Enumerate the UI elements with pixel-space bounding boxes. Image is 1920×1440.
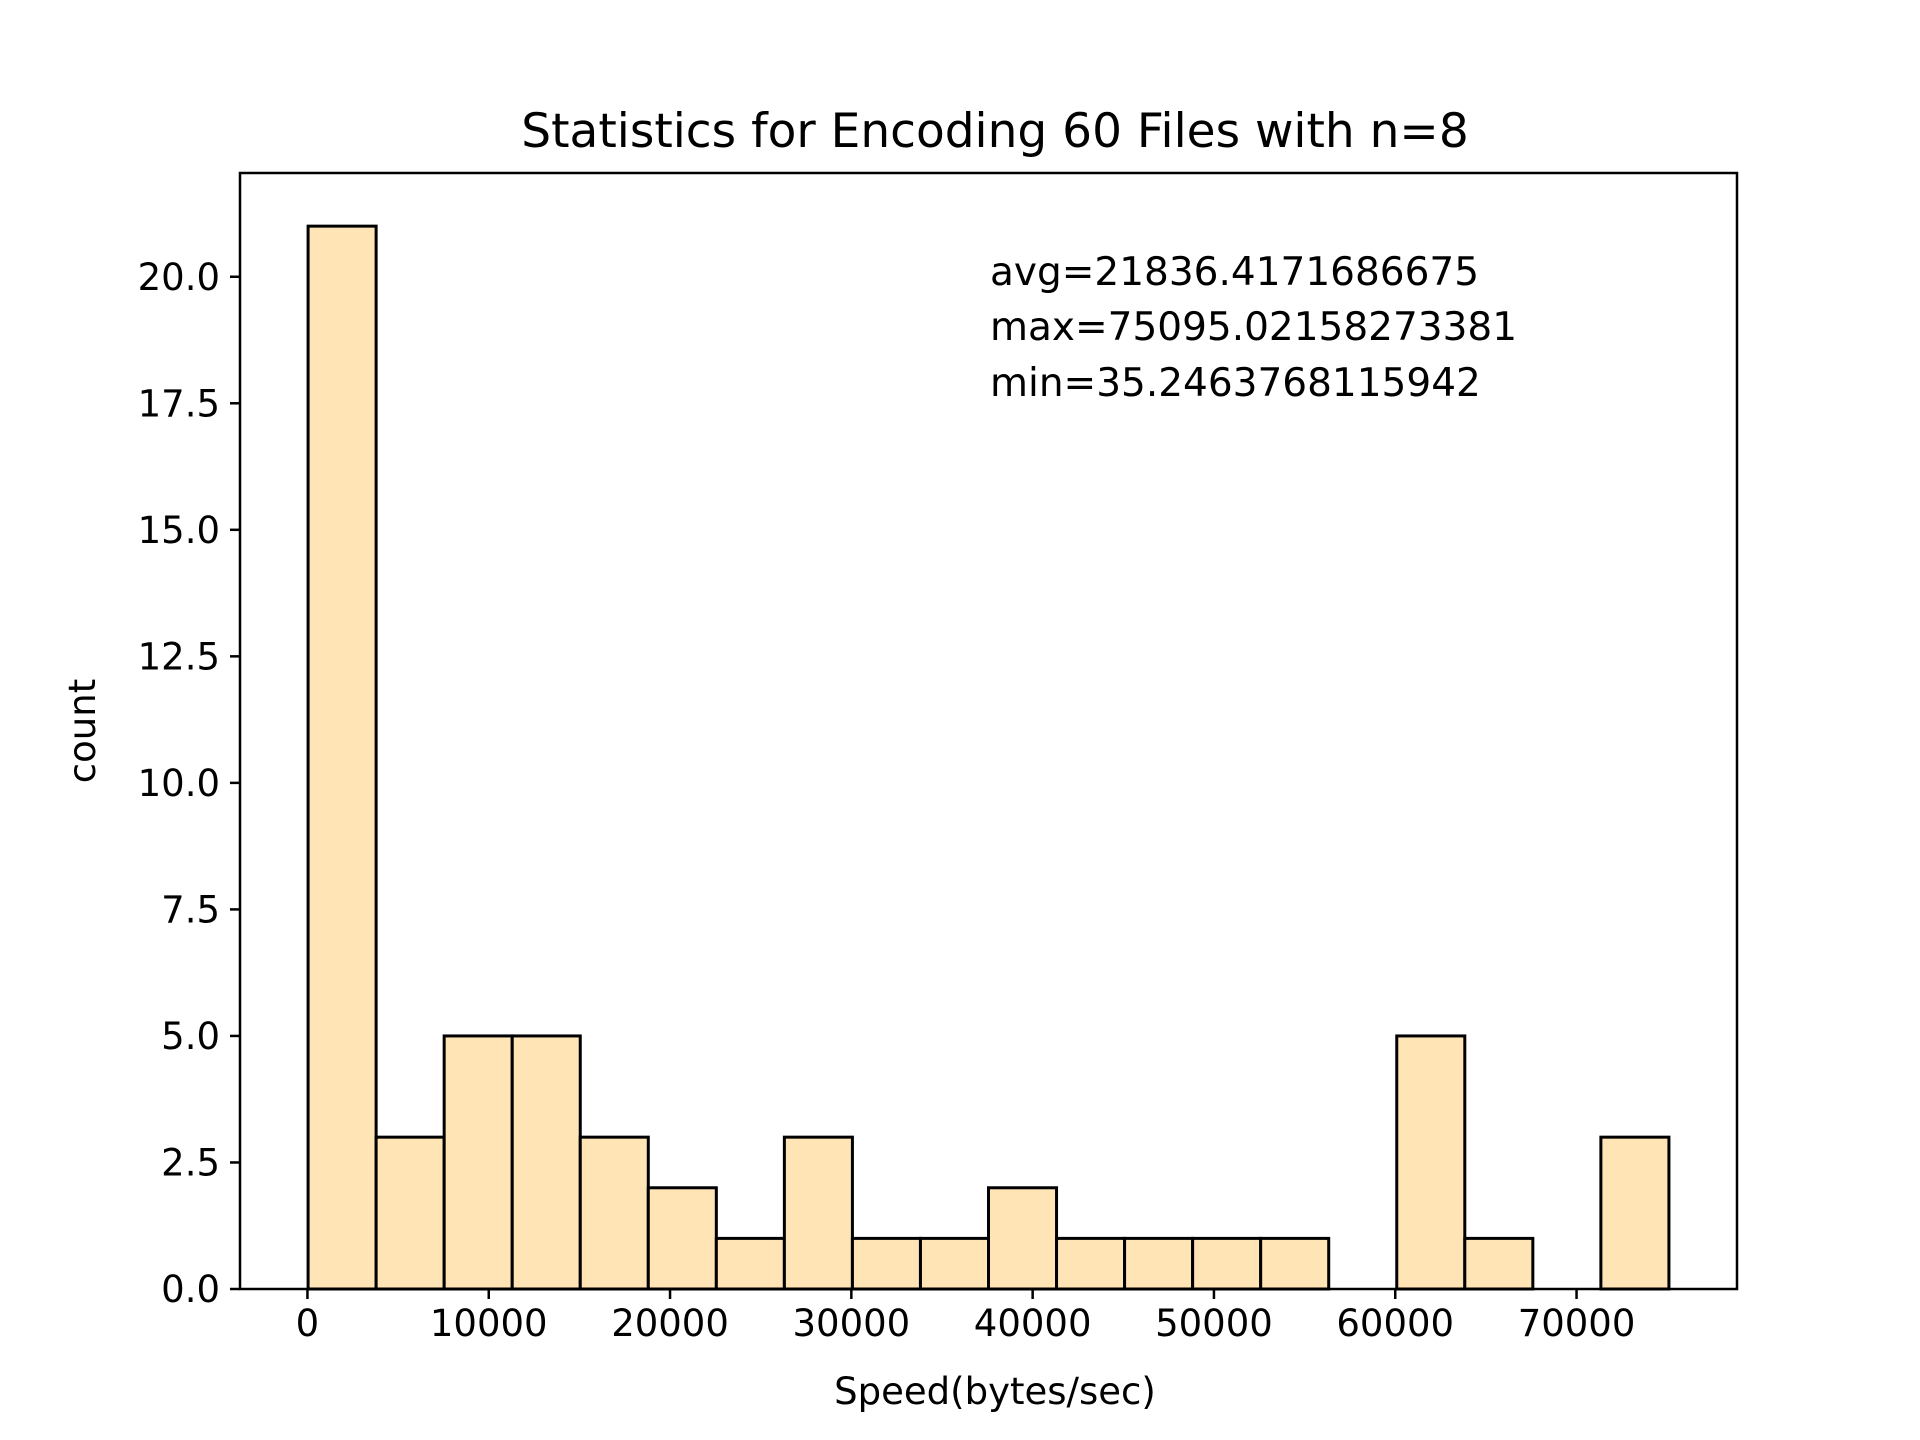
x-tick-label: 30000 [792,1302,910,1345]
stats-annotations: avg=21836.4171686675 max=75095.021582733… [990,250,1517,406]
histogram-bar [987,1186,1059,1291]
histogram-bar [918,1236,991,1291]
histogram-bar [1395,1034,1467,1291]
histogram-bar [374,1135,446,1291]
annotation-avg: avg=21836.4171686675 [990,250,1479,295]
histogram-bar [850,1236,922,1291]
histogram-bar [306,224,378,1291]
annotation-max: max=75095.02158273381 [990,305,1517,350]
histogram-bar [1123,1236,1195,1291]
x-tick-label: 0 [296,1302,320,1345]
histogram-bar [782,1135,854,1291]
histogram-bar [714,1236,786,1291]
histogram-bar [1463,1236,1535,1291]
histogram-bar [646,1186,718,1291]
x-tick-label: 50000 [1155,1302,1273,1345]
histogram-bar [1055,1236,1127,1291]
histogram-bar [1599,1135,1671,1291]
histogram-bar [1259,1236,1331,1291]
x-tick-label: 70000 [1518,1302,1636,1345]
x-tick-label: 60000 [1336,1302,1454,1345]
y-tick-label: 0.0 [161,1268,220,1311]
annotation-min: min=35.2463768115942 [990,361,1481,406]
y-axis-ticks: 0.0 2.5 5.0 7.5 10.0 12.5 15.0 17.5 20.0 [138,256,240,1311]
x-tick-label: 20000 [611,1302,729,1345]
histogram-bar [578,1135,650,1291]
x-tick-label: 10000 [430,1302,548,1345]
x-axis-label: Speed(bytes/sec) [834,1370,1156,1413]
y-tick-label: 17.5 [138,382,220,425]
y-tick-label: 7.5 [161,888,220,931]
y-tick-label: 2.5 [161,1141,220,1184]
bars-group [306,224,1671,1291]
histogram-bar [510,1034,582,1291]
plot-frame [238,171,1739,1291]
y-tick-label: 5.0 [161,1015,220,1058]
x-tick-label: 40000 [974,1302,1092,1345]
y-tick-label: 10.0 [138,762,220,805]
histogram-bar [1191,1236,1263,1291]
x-axis-ticks: 0 10000 20000 30000 40000 50000 60000 70000 [296,1289,1636,1345]
y-tick-label: 20.0 [138,256,220,299]
y-axis-label: count [61,679,104,783]
histogram-bar [442,1034,514,1291]
y-tick-label: 12.5 [138,635,220,678]
y-tick-label: 15.0 [138,509,220,552]
chart-title: Statistics for Encoding 60 Files with n=… [521,104,1468,159]
